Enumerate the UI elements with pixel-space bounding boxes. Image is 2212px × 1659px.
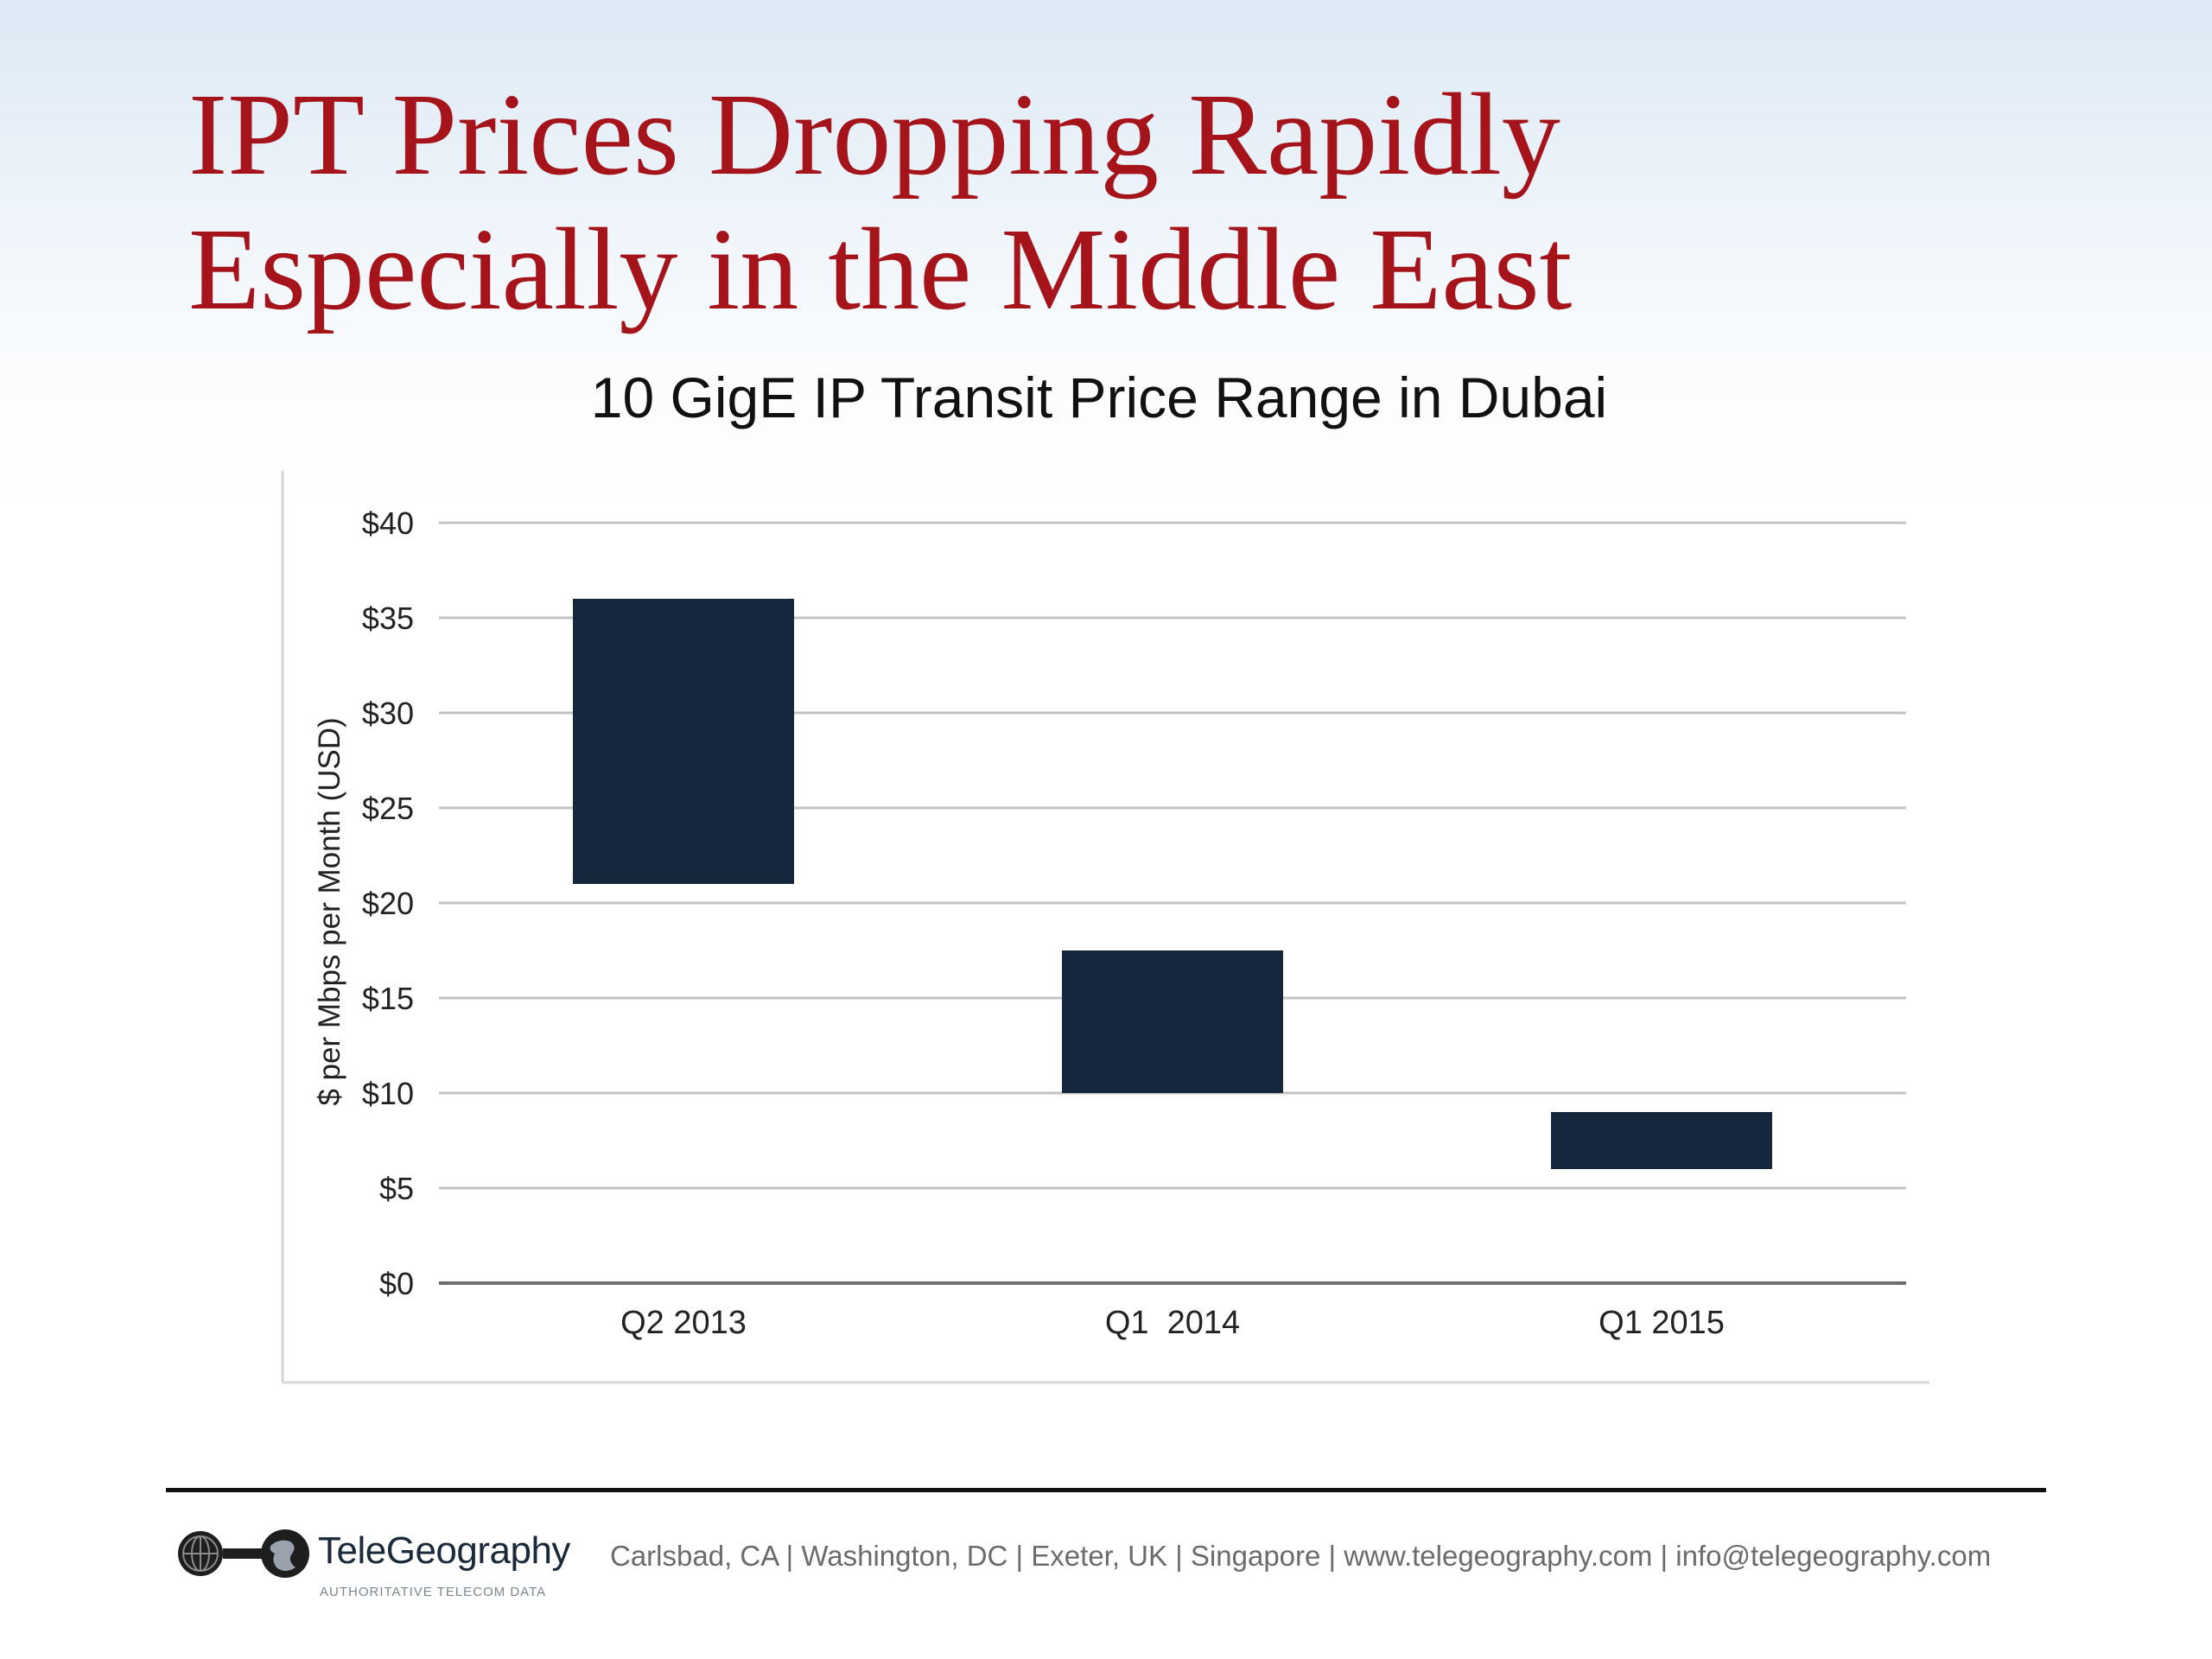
- chart-title: 10 GigE IP Transit Price Range in Dubai: [591, 365, 1607, 429]
- grid-lines: [439, 521, 1906, 1285]
- y-tick-label: $30: [362, 696, 414, 731]
- y-tick-labels: $0 $5 $10 $15 $20 $25 $30 $35 $40: [362, 505, 414, 1301]
- x-tick-labels: Q2 2013 Q1 2014 Q1 2015: [620, 1305, 1725, 1341]
- x-tick-label: Q1 2014: [1105, 1305, 1240, 1341]
- y-tick-label: $35: [362, 601, 414, 636]
- y-tick-label: $20: [362, 886, 414, 921]
- footer-divider: [166, 1488, 2046, 1492]
- telegeography-logo: TeleGeography AUTHORITATIVE TELECOM DATA: [176, 1522, 574, 1605]
- x-tick-label: Q1 2015: [1599, 1305, 1725, 1341]
- y-tick-label: $40: [362, 505, 414, 541]
- y-axis-label: $ per Mbps per Month (USD): [313, 717, 346, 1105]
- footer-contact-info: Carlsbad, CA | Washington, DC | Exeter, …: [610, 1540, 1992, 1572]
- price-range-chart: 10 GigE IP Transit Price Range in Dubai …: [281, 365, 1929, 1384]
- x-tick-label: Q2 2013: [620, 1305, 747, 1341]
- y-tick-label: $25: [362, 791, 414, 826]
- brand-tagline: AUTHORITATIVE TELECOM DATA: [320, 1585, 547, 1599]
- y-tick-label: $10: [362, 1076, 414, 1111]
- slide-title: IPT Prices Dropping Rapidly Especially i…: [188, 67, 1572, 337]
- range-bar: [1551, 1112, 1772, 1169]
- slide-title-line-2: Especially in the Middle East: [188, 205, 1573, 334]
- y-tick-label: $0: [379, 1266, 414, 1301]
- range-bar: [573, 599, 794, 884]
- slide-title-line-1: IPT Prices Dropping Rapidly: [188, 70, 1560, 200]
- brand-name: TeleGeography: [318, 1529, 570, 1572]
- range-bars: [573, 599, 1772, 1169]
- range-bar: [1062, 950, 1283, 1093]
- y-tick-label: $15: [362, 981, 414, 1016]
- y-tick-label: $5: [379, 1171, 414, 1206]
- telegeography-globe-icon: [178, 1529, 309, 1578]
